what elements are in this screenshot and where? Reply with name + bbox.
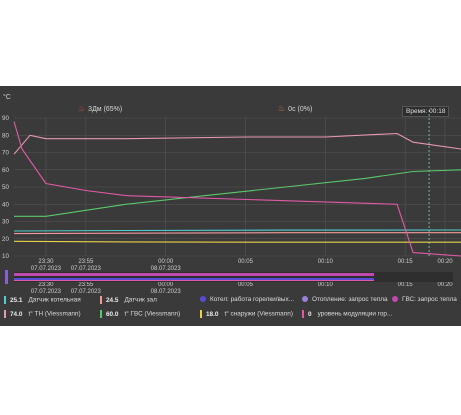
navigator-tick-date: 07.07.2023 — [31, 289, 62, 295]
legend-item-boiler-room[interactable]: 25.1 Датчик котельная — [4, 296, 81, 304]
y-tick-label: 40 — [2, 201, 9, 208]
legend-swatch — [302, 310, 304, 318]
chart-panel: °C ♨ 3Дм (65%) ♨ 0с (0%) Время: 00:18 10 20… — [0, 86, 461, 326]
x-tick-label: 23:30 — [38, 259, 54, 265]
y-tick-label: 50 — [2, 184, 9, 191]
y-tick-label: 90 — [2, 115, 9, 122]
legend-swatch — [4, 310, 6, 318]
time-readout: Время: 00:18 — [402, 106, 450, 117]
x-tick-date: 07.07.2023 — [71, 266, 102, 272]
navigator-tick-date: 07.07.2023 — [71, 289, 102, 295]
x-tick-label: 00:20 — [438, 259, 454, 265]
navigator-tick-label: 00:20 — [438, 282, 454, 288]
burner-status: ♨ 3Дм (65%) — [78, 104, 122, 113]
legend-item-dhw-temp[interactable]: 60.0 t° ГВС (Viessmann) — [100, 310, 180, 318]
navigator-tick-label: 00:10 — [318, 282, 334, 288]
legend: 25.1 Датчик котельная 24.5 Датчик зал Коте… — [4, 296, 459, 324]
navigator-tick-label: 23:55 — [78, 282, 94, 288]
timeline-navigator — [5, 270, 453, 284]
chart-series — [13, 121, 461, 257]
x-tick-label: 23:55 — [78, 259, 94, 265]
gas-icon: ♨ — [278, 104, 286, 113]
burner-status-label: 3Дм (65%) — [88, 106, 123, 113]
gas-status: ♨ 0с (0%) — [278, 104, 312, 113]
legend-swatch — [100, 296, 102, 304]
series-line-6 — [14, 169, 461, 217]
gas-status-label: 0с (0%) — [288, 106, 313, 113]
legend-item-modulation[interactable]: 0 уровень модуляции гор... — [302, 310, 392, 318]
series-line-8 — [13, 121, 461, 257]
navigator-tick-date: 08.07.2023 — [151, 289, 182, 295]
navigator-tick-label: 23:30 — [38, 282, 54, 288]
y-tick-label: 10 — [2, 253, 9, 260]
navigator-handle-left — [5, 270, 8, 284]
x-tick-date: 08.07.2023 — [151, 266, 182, 272]
legend-item-dhw-request[interactable]: ГВС: запрос тепла — [392, 296, 457, 303]
y-tick-label: 80 — [2, 132, 9, 139]
x-tick-date: 07.07.2023 — [31, 266, 62, 272]
legend-item-heat-pump-temp[interactable]: 74.0 t° ТН (Viessmann) — [4, 310, 81, 318]
y-axis-unit: °C — [3, 94, 11, 101]
y-tick-label: 60 — [2, 167, 9, 174]
chart-labels: 10203040506070809023:3007.07.202323:5507… — [2, 115, 453, 295]
x-tick-label: 00:15 — [398, 259, 414, 265]
legend-item-heating-request[interactable]: Отопление: запрос тепла — [302, 296, 388, 303]
navigator-tick-label: 00:00 — [158, 282, 174, 288]
series-line-0 — [13, 229, 461, 232]
x-tick-label: 00:00 — [158, 259, 174, 265]
navigator-band-modulation — [14, 280, 374, 281]
legend-swatch — [302, 296, 308, 303]
chart-grid — [14, 110, 461, 257]
x-tick-label: 00:05 — [238, 259, 254, 265]
legend-swatch — [200, 296, 206, 303]
y-tick-label: 70 — [2, 150, 9, 157]
legend-swatch — [100, 310, 102, 318]
line-chart[interactable]: 10203040506070809023:3007.07.202323:5507… — [0, 86, 461, 326]
legend-item-burner[interactable]: Котел: работа горелки/вых... — [200, 296, 294, 303]
legend-swatch — [200, 310, 202, 318]
series-line-5 — [13, 132, 461, 155]
navigator-track — [14, 272, 453, 282]
x-tick-label: 00:10 — [318, 259, 334, 265]
y-tick-label: 30 — [2, 219, 9, 226]
series-line-1 — [13, 232, 461, 235]
navigator-band-dhw — [14, 273, 374, 276]
series-line-7 — [13, 240, 461, 243]
legend-swatch — [392, 296, 398, 303]
legend-item-outdoor-temp[interactable]: 18.0 t° снаружи (Viessmann) — [200, 310, 293, 318]
navigator-tick-label: 00:15 — [398, 282, 414, 288]
navigator-tick-label: 00:05 — [238, 282, 254, 288]
y-tick-label: 20 — [2, 236, 9, 243]
legend-swatch — [4, 296, 6, 304]
flame-icon: ♨ — [78, 104, 86, 113]
legend-item-hall[interactable]: 24.5 Датчик зал — [100, 296, 157, 304]
navigator-band-burner — [14, 278, 374, 280]
